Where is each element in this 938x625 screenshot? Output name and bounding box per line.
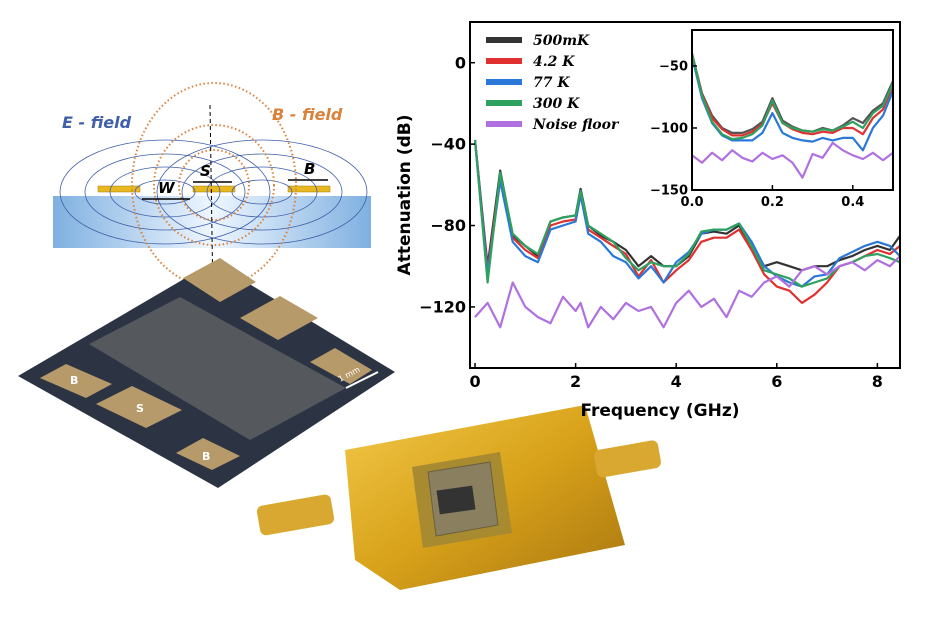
inset-plot-series <box>690 53 895 179</box>
test-board-photo <box>256 405 661 590</box>
y-axis-label: Attenuation (dB) <box>395 115 415 276</box>
chip-pad <box>183 258 256 302</box>
legend-label: Noise floor <box>532 117 620 133</box>
inset-background <box>692 30 893 190</box>
width-label-w: W <box>158 179 176 197</box>
inset-x-tick-label: 0.2 <box>761 195 784 210</box>
main-y-tick-label: −40 <box>430 135 466 154</box>
main-x-tick-label: 6 <box>771 372 782 391</box>
legend-label: 4.2 K <box>533 54 575 70</box>
main-series-77-k <box>473 139 901 288</box>
inset-y-tick-label: −100 <box>650 122 688 137</box>
main-series-4-2-k <box>473 139 901 304</box>
main-ticks: 0 2 4 6 8 0 −40 −80 −120 <box>419 53 883 391</box>
cpw-field-diagram: E - field B - field S W B <box>53 82 371 301</box>
inset-ticks: 0.0 0.2 0.4 −50 −100 −150 <box>650 60 864 210</box>
inset-series-0 <box>690 53 895 134</box>
signal-conductor <box>192 185 236 193</box>
chip-pad-s <box>96 386 182 428</box>
chip-pad <box>310 348 372 384</box>
e-field-label: E - field <box>62 113 132 132</box>
inset-x-tick-label: 0.4 <box>841 195 864 210</box>
x-axis-label: Frequency (GHz) <box>580 401 739 421</box>
sma-connector-left <box>256 494 335 536</box>
inset-x-tick-label: 0.0 <box>680 195 703 210</box>
main-plot-series <box>473 139 901 329</box>
legend-label: 77 K <box>533 75 570 91</box>
legend: 500mK 4.2 K 77 K 300 K Noise floor <box>486 33 620 133</box>
main-x-tick-label: 4 <box>671 372 682 391</box>
scale-bar <box>345 371 379 389</box>
attenuation-chart: 0 2 4 6 8 0 −40 −80 −120 Frequency (GHz) Attenua… <box>395 21 901 421</box>
main-y-tick-label: 0 <box>455 53 466 72</box>
chip-pad-b <box>176 438 240 470</box>
ground-label-b: B <box>304 160 315 178</box>
inset-y-tick-label: −50 <box>659 60 688 75</box>
gap-label-s: S <box>200 162 211 180</box>
sma-connector-right <box>594 440 661 478</box>
ground-conductor-right <box>287 185 331 193</box>
e-field-lines <box>59 139 368 245</box>
main-x-tick-label: 8 <box>872 372 883 391</box>
inset-series-3 <box>690 53 895 141</box>
inset-frame <box>691 29 894 191</box>
inset-y-tick-label: −150 <box>650 184 688 199</box>
inset-series-1 <box>690 53 895 137</box>
main-y-tick-label: −80 <box>430 216 466 235</box>
pad-label: B <box>202 450 210 463</box>
main-y-tick-label: −120 <box>419 298 466 317</box>
legend-label: 500mK <box>533 33 590 49</box>
main-series-300-k <box>473 139 901 288</box>
b-field-label: B - field <box>272 105 343 124</box>
legend-label: 300 K <box>533 96 580 112</box>
main-plot-frame <box>469 21 901 369</box>
inset-series-4 <box>691 141 894 179</box>
chip-pad <box>240 296 318 340</box>
chip-photo: B S B 1 mm <box>18 258 395 488</box>
main-x-tick-label: 0 <box>469 372 480 391</box>
main-x-tick-label: 2 <box>570 372 581 391</box>
pad-label: B <box>70 374 78 387</box>
dimension-arrows <box>142 179 328 200</box>
inset-series-2 <box>690 55 895 152</box>
main-series-noise-floor <box>474 255 901 329</box>
ground-conductor-left <box>97 185 141 193</box>
pad-label: S <box>136 402 144 415</box>
chip-pad-b <box>40 364 112 398</box>
